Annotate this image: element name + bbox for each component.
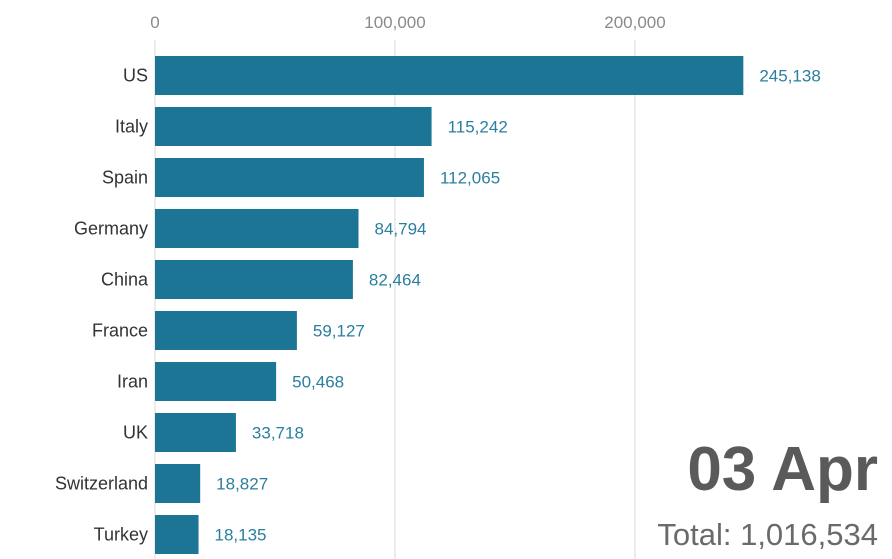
value-label: 115,242 (448, 118, 508, 137)
category-label: China (101, 270, 149, 290)
bar-france (155, 311, 297, 350)
value-label: 18,135 (215, 526, 267, 545)
x-tick-label: 0 (150, 13, 159, 32)
bar-us (155, 56, 744, 95)
value-label: 82,464 (369, 271, 421, 290)
total-label: Total: 1,016,534 (657, 517, 878, 552)
category-label: Iran (117, 372, 148, 392)
bar-switzerland (155, 464, 201, 503)
x-axis-ticks: 0 100,000 200,000 (150, 13, 665, 32)
category-label: Germany (74, 219, 148, 239)
value-label: 18,827 (216, 475, 268, 494)
category-label: UK (123, 423, 148, 443)
value-label: 59,127 (313, 322, 365, 341)
value-label: 50,468 (292, 373, 344, 392)
bar-italy (155, 107, 432, 146)
category-label: US (123, 66, 148, 86)
category-label: Spain (102, 168, 148, 188)
category-label: France (92, 321, 148, 341)
bar-uk (155, 413, 236, 452)
bars (155, 56, 744, 554)
value-label: 33,718 (252, 424, 304, 443)
bar-germany (155, 209, 359, 248)
bar-turkey (155, 515, 199, 554)
date-label: 03 Apr (687, 435, 878, 504)
value-label: 245,138 (759, 67, 820, 86)
x-tick-label: 200,000 (604, 13, 665, 32)
bar-spain (155, 158, 424, 197)
x-tick-label: 100,000 (364, 13, 425, 32)
category-label: Italy (115, 117, 148, 137)
bar-iran (155, 362, 277, 401)
category-label: Turkey (94, 525, 148, 545)
labels: US 245,138 Italy 115,242 Spain 112,065 Germany… (55, 66, 821, 545)
bar-china (155, 260, 353, 299)
value-label: 112,065 (440, 169, 500, 188)
value-label: 84,794 (375, 220, 427, 239)
category-label: Switzerland (55, 474, 148, 494)
